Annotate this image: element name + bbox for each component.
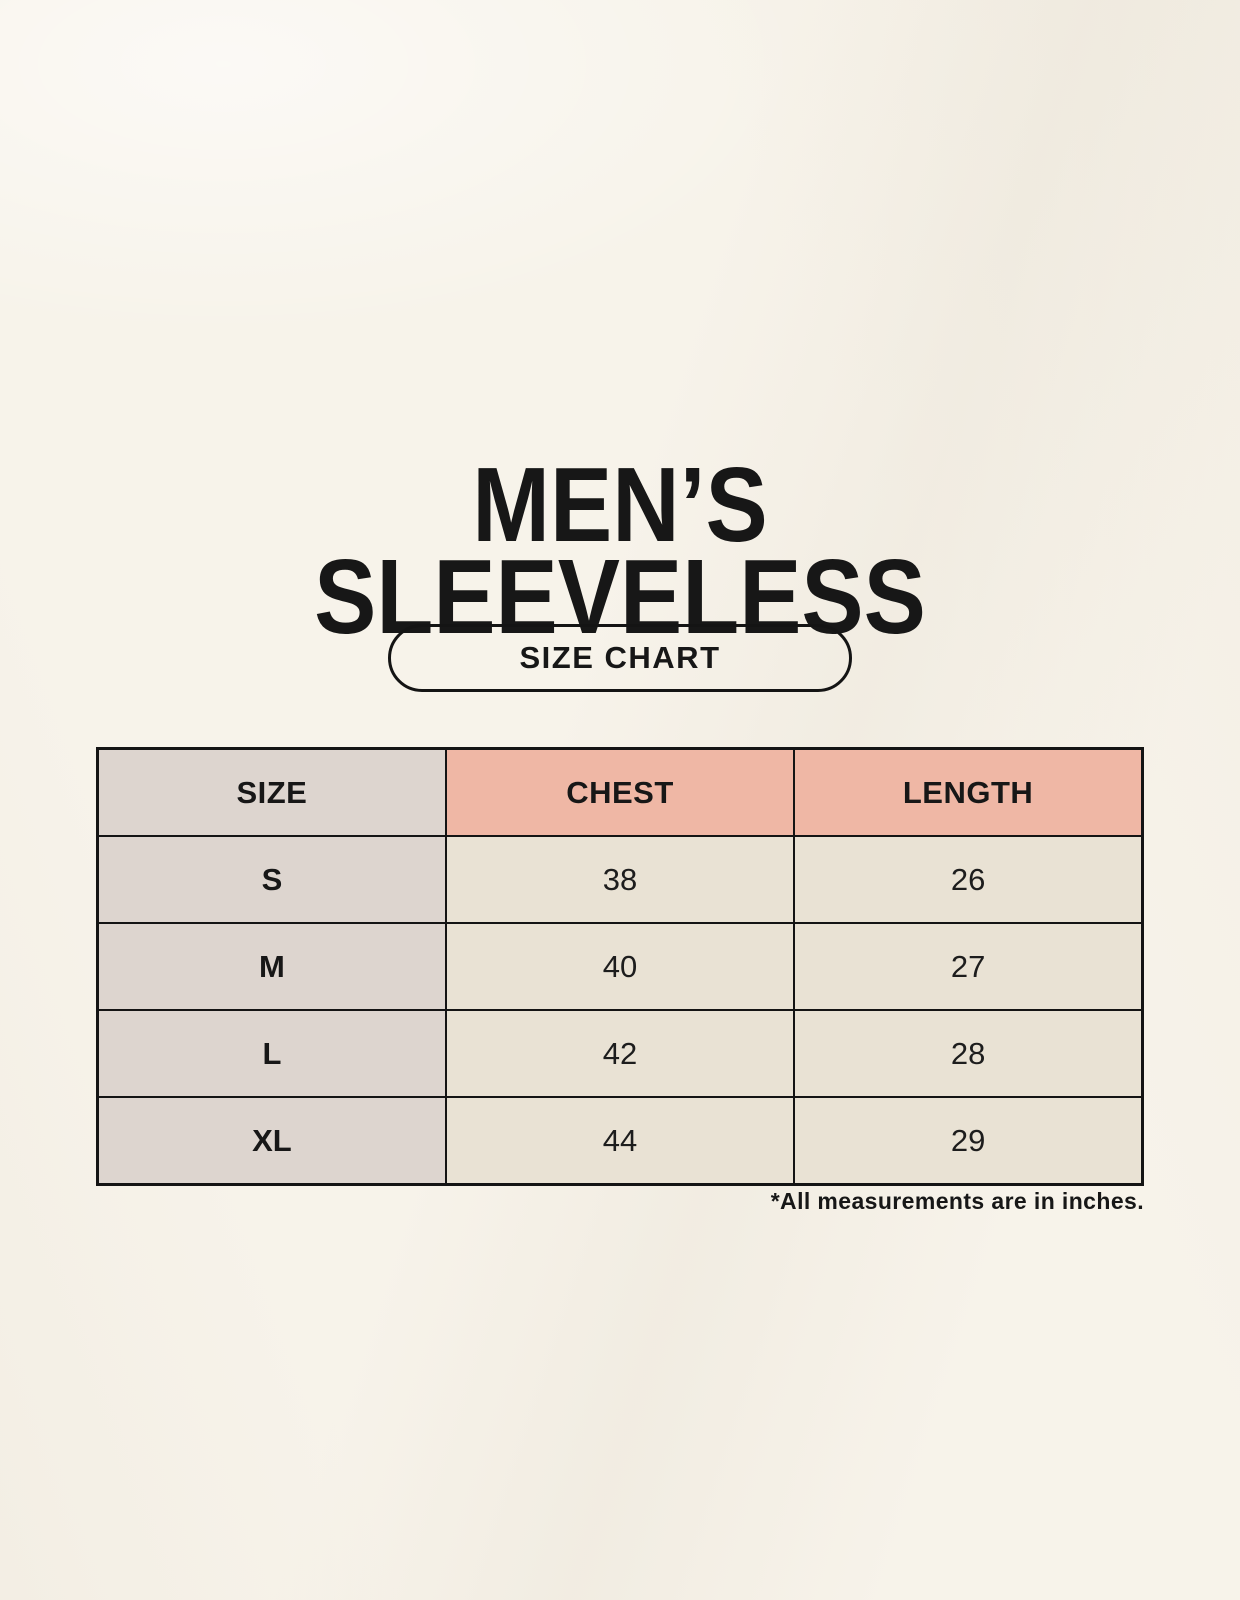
page-title: MEN’S SLEEVELESS [74, 446, 1165, 650]
header-cell-length: LENGTH [793, 747, 1144, 837]
length-value-cell: 26 [793, 835, 1144, 924]
size-chart-table: SIZE CHEST LENGTH S 38 26 M 40 27 L 42 2… [96, 747, 1144, 1186]
size-label-cell: M [96, 922, 447, 1011]
header-cell-size: SIZE [96, 747, 447, 837]
length-value-cell: 28 [793, 1009, 1144, 1098]
chest-value-cell: 38 [444, 835, 796, 924]
table-row-m: M 40 27 [96, 922, 1144, 1011]
size-label-cell: L [96, 1009, 447, 1098]
header-cell-chest: CHEST [444, 747, 796, 837]
size-label-cell: XL [96, 1096, 447, 1186]
measurements-footnote: *All measurements are in inches. [770, 1188, 1144, 1214]
length-value-cell: 27 [793, 922, 1144, 1011]
table-header-row: SIZE CHEST LENGTH [96, 747, 1144, 837]
size-chart-badge-label: SIZE CHART [519, 640, 721, 675]
size-label-cell: S [96, 835, 447, 924]
size-chart-badge: SIZE CHART [388, 624, 852, 692]
chest-value-cell: 42 [444, 1009, 796, 1098]
chest-value-cell: 44 [444, 1096, 796, 1186]
page-title-line-1: MEN’S [472, 446, 768, 565]
table-row-s: S 38 26 [96, 835, 1144, 924]
length-value-cell: 29 [793, 1096, 1144, 1186]
table-row-xl: XL 44 29 [96, 1096, 1144, 1186]
chest-value-cell: 40 [444, 922, 796, 1011]
table-row-l: L 42 28 [96, 1009, 1144, 1098]
